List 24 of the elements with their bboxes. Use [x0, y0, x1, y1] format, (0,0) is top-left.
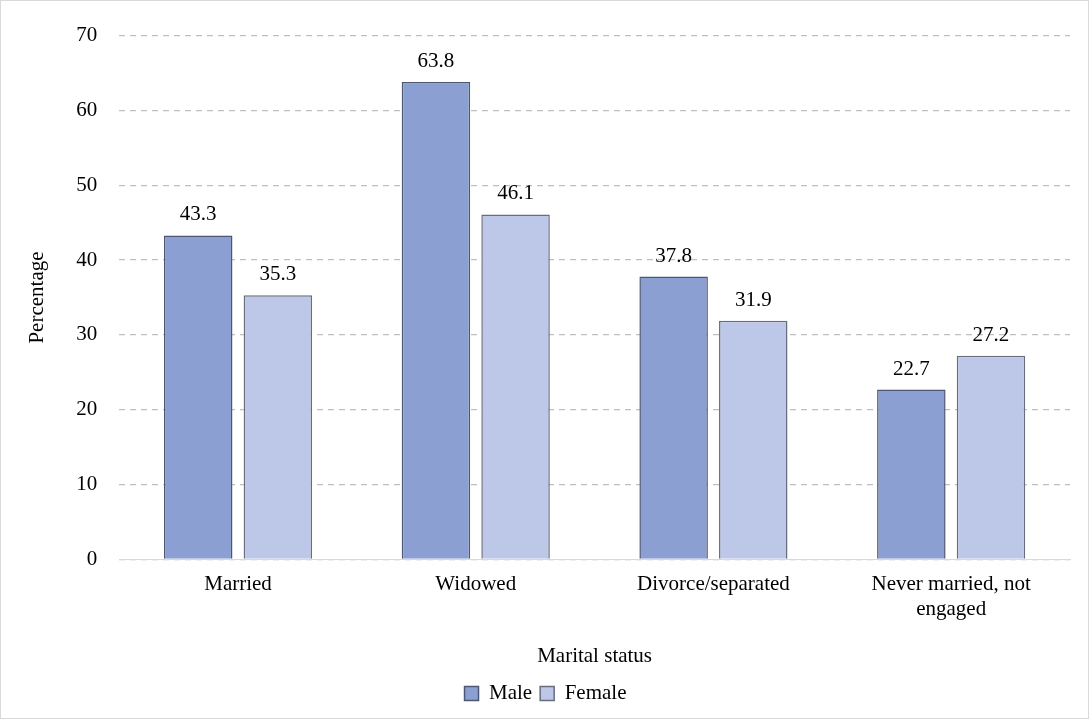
data-label: 31.9 — [734, 286, 772, 311]
legend-label: Male — [489, 680, 533, 705]
x-axis-title: Marital status — [537, 642, 653, 667]
y-tick-label: 40 — [76, 246, 98, 271]
data-label: 27.2 — [972, 321, 1010, 346]
y-tick-label: 60 — [76, 96, 98, 121]
data-label: 35.3 — [259, 261, 297, 286]
data-label: 63.8 — [417, 48, 455, 73]
data-label: 46.1 — [497, 180, 534, 205]
data-label: 37.8 — [655, 242, 693, 267]
y-tick-label: 70 — [76, 22, 98, 47]
y-tick-label: 0 — [86, 545, 98, 570]
data-label: 43.3 — [179, 201, 217, 226]
y-tick-label: 20 — [76, 396, 98, 421]
y-axis-title: Percentage — [24, 251, 49, 344]
data-label: 22.7 — [892, 355, 930, 380]
y-tick-label: 30 — [76, 321, 98, 346]
x-tick-label: Widowed — [435, 570, 517, 595]
x-tick-label: Divorce/separated — [637, 570, 791, 595]
legend-label: Female — [564, 680, 627, 705]
y-tick-label: 10 — [76, 471, 98, 496]
x-tick-label: Married — [204, 570, 273, 595]
y-tick-label: 50 — [76, 171, 98, 196]
x-tick-label: Never married, not engaged — [871, 570, 1031, 620]
